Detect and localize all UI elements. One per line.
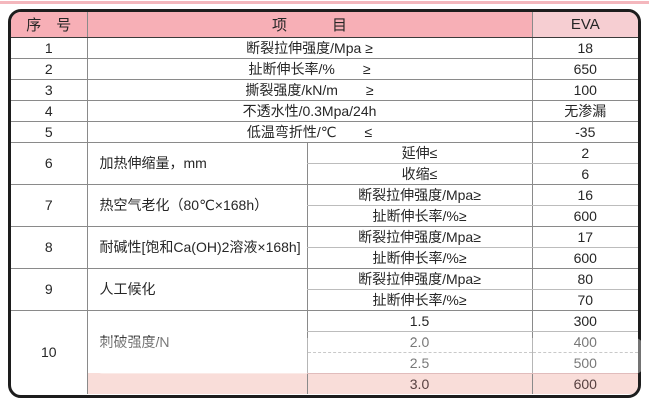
table-row: 2 扯断伸长率/% ≥ 650 [11,58,638,80]
header-row: 序 号 项 目 EVA [11,12,638,38]
table-row: 6 加热伸缩量，mm 延伸≤ 2 [11,142,638,185]
serial-cell: 10 [40,344,57,361]
eva-value-cell: 17 [531,226,638,248]
eva-value-cell: 100 [531,79,638,101]
item-cell: 断裂拉伸强度/Mpa ≥ [86,37,533,59]
eva-value-cell: 80 [531,268,638,290]
eva-value-cell: 400 [531,331,638,353]
serial-cell: 9 [11,268,87,311]
item-cell: 撕裂强度/kN/m ≥ [86,79,533,101]
eva-value-cell: 650 [531,58,638,80]
eva-value-cell: 600 [531,373,638,394]
item-cell: 加热伸缩量，mm [86,142,307,185]
table-row: 扯断伸长率/%≥ 70 [11,289,638,311]
highlight-empty-cell [86,373,307,394]
table-row: 9 人工候化 断裂拉伸强度/Mpa≥ 80 [11,268,638,311]
eva-value-cell: 16 [531,184,638,206]
sub-item-cell: 扯断伸长率/%≥ [306,247,533,269]
serial-cell: 3 [11,79,87,101]
highlighted-row: 3.0 600 [11,373,638,394]
sub-item-cell: 断裂拉伸强度/Mpa≥ [306,226,533,248]
item-cell: 低温弯折性/℃ ≤ [86,121,533,143]
eva-value-cell: 6 [531,163,638,185]
eva-value-cell: 18 [531,37,638,59]
sub-item-cell: 3.0 [306,373,533,394]
table-row: 扯断伸长率/%≥ 600 [11,205,638,227]
eva-value-cell: -35 [531,121,638,143]
serial-cell: 6 [11,142,87,185]
serial-cell: 2 [11,58,87,80]
table-row: 3 撕裂强度/kN/m ≥ 100 [11,79,638,101]
item-cell: 热空气老化（80℃×168h） [86,184,307,227]
eva-value-cell: 600 [531,205,638,227]
eva-value-cell: 500 [531,352,638,374]
item-cell: 不透水性/0.3Mpa/24h [86,100,533,122]
serial-cell: 1 [11,37,87,59]
item-cell: 人工候化 [86,268,307,311]
serial-cell: 4 [11,100,87,122]
sub-item-cell: 2.5 [306,352,533,374]
sub-item-cell: 1.5 [306,310,533,332]
eva-value-cell: 70 [531,289,638,311]
table-row: 2.5 500 [11,352,638,374]
table-row: 7 热空气老化（80℃×168h） 断裂拉伸强度/Mpa≥ 16 [11,184,638,227]
eva-value-cell: 2 [531,142,638,164]
sub-item-cell: 扯断伸长率/%≥ [306,289,533,311]
item-cell: 刺破强度/N [86,310,307,373]
eva-value-cell: 300 [531,310,638,332]
table-row: 5 低温弯折性/℃ ≤ -35 [11,121,638,143]
serial-cell: 7 [11,184,87,227]
header-serial: 序 号 [11,12,87,38]
sub-item-cell: 收缩≤ [306,163,533,185]
table-row: 8 耐碱性[饱和Ca(OH)2溶液×168h] 断裂拉伸强度/Mpa≥ 17 [11,226,638,269]
sub-item-cell: 扯断伸长率/%≥ [306,205,533,227]
table-row: 4 不透水性/0.3Mpa/24h 无渗漏 [11,100,638,122]
eva-value-cell: 600 [531,247,638,269]
item-cell: 耐碱性[饱和Ca(OH)2溶液×168h] [86,226,307,269]
item-cell: 扯断伸长率/% ≥ [86,58,533,80]
spec-table: 序 号 项 目 EVA 1 断裂拉伸强度/Mpa ≥ 18 2 扯断伸长率/% … [11,12,638,394]
table-row: 收缩≤ 6 [11,163,638,185]
sub-item-cell: 断裂拉伸强度/Mpa≥ [306,268,533,290]
table-row: 1 断裂拉伸强度/Mpa ≥ 18 [11,37,638,59]
sub-item-cell: 断裂拉伸强度/Mpa≥ [306,184,533,206]
top-pink-strip [0,1,649,4]
table-row: 扯断伸长率/%≥ 600 [11,247,638,269]
serial-cell: 5 [11,121,87,143]
sub-item-cell: 延伸≤ [306,142,533,164]
spec-table-frame: 序 号 项 目 EVA 1 断裂拉伸强度/Mpa ≥ 18 2 扯断伸长率/% … [8,9,641,398]
table-row: 10 刺破强度/N 1.5 300 [11,310,638,373]
header-eva: EVA [531,12,638,38]
sub-item-cell: 2.0 [306,331,533,353]
header-item: 项 目 [86,12,533,38]
eva-value-cell: 无渗漏 [531,100,638,122]
table-row: 2.0 400 [11,331,638,353]
serial-cell: 8 [11,226,87,269]
